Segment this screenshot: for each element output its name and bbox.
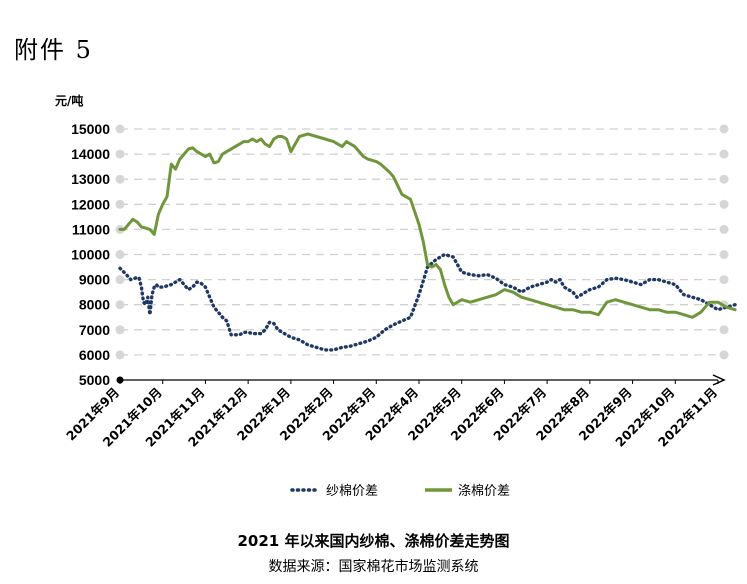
chart-title: 2021 年以来国内纱棉、涤棉价差走势图 [237,532,510,550]
gridline-start-dot [115,174,125,184]
series-layer [118,132,737,352]
chart-source-note: 数据来源：国家棉花市场监测系统 [268,559,479,575]
line-chart: 5000 6000 7000 8000 9000 10000 11000 12000 13000… [63,121,737,499]
gridline-end-dot [719,275,729,285]
y-tick-label: 10000 [71,247,110,263]
gridline-end-dot [719,149,729,159]
gridlines [115,124,729,360]
y-tick-label: 14000 [71,146,110,162]
series-line-2 [118,132,737,319]
y-tick-label: 5000 [79,372,110,388]
gridline-start-dot [115,124,125,134]
y-tick-label: 6000 [79,347,110,363]
gridline-start-dot [115,275,125,285]
gridline-end-dot [719,224,729,234]
gridline-start-dot [115,325,125,335]
y-axis-unit-label: 元/吨 [55,94,84,108]
annex-label: 附件 5 [14,36,93,64]
gridline-start-dot [115,300,125,310]
gridline-end-dot [719,124,729,134]
y-tick-label: 9000 [79,272,110,288]
legend-label-series-1: 纱棉价差 [326,484,378,499]
gridline-end-dot [719,325,729,335]
y-tick-label: 7000 [79,322,110,338]
gridline-end-dot [719,350,729,360]
series-line-1 [118,252,737,352]
y-tick-label: 11000 [72,221,110,237]
y-tick-label: 8000 [79,297,110,313]
gridline-end-dot [719,250,729,259]
gridline-start-dot [115,149,125,159]
gridline-start-dot [115,199,125,209]
y-tick-label: 12000 [71,196,110,212]
gridline-end-dot [719,174,729,184]
gridline-start-dot [115,350,125,360]
y-axis-ticks: 5000 6000 7000 8000 9000 10000 11000 12000 13000… [71,121,110,388]
y-tick-label: 13000 [71,171,110,187]
x-axis-arrow [712,374,726,386]
y-tick-label: 15000 [71,121,110,137]
legend-label-series-2: 涤棉价差 [458,484,510,499]
gridline-start-dot [115,250,125,259]
legend: 纱棉价差 涤棉价差 [290,484,510,499]
x-axis-ticks: 2021年9月2021年10月2021年11月2021年12月2022年1月20… [63,380,720,450]
gridline-end-dot [719,199,729,209]
